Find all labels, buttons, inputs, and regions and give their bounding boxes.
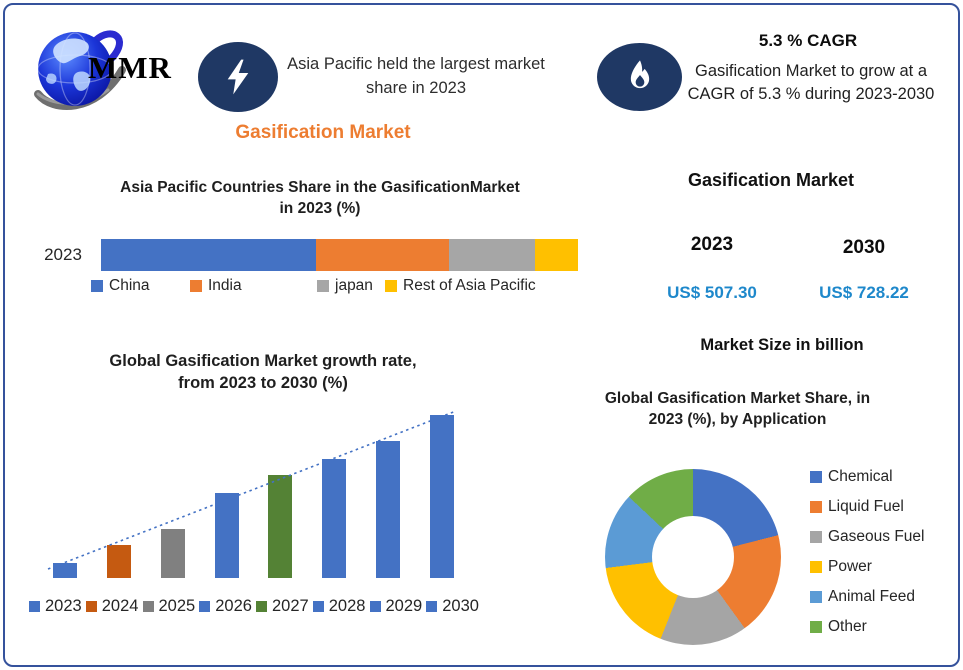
country-share-legend: China India japan Rest of Asia Pacific xyxy=(91,277,591,295)
growth-chart-plot xyxy=(40,408,470,578)
legend-swatch xyxy=(29,601,40,612)
legend-label: Gaseous Fuel xyxy=(828,528,925,545)
growth-bar-2025 xyxy=(160,529,185,578)
stacked-segment-japan xyxy=(449,239,536,271)
legend-swatch xyxy=(85,601,97,612)
growth-bar-2030 xyxy=(430,415,455,578)
lightning-icon xyxy=(227,59,249,95)
legend-label: Power xyxy=(828,558,872,575)
donut-hole xyxy=(652,516,734,598)
flame-icon xyxy=(630,60,649,89)
growth-bar-2028 xyxy=(322,459,347,578)
legend-swatch xyxy=(91,280,103,292)
market-size-caption: Market Size in billion xyxy=(700,336,864,354)
legend-item-2026: 2026 xyxy=(199,597,252,616)
legend-item-2028: 2028 xyxy=(312,597,366,616)
legend-label: 2023 xyxy=(45,597,82,615)
legend-swatch xyxy=(810,591,822,603)
legend-label: Chemical xyxy=(828,468,893,485)
legend-label: Animal Feed xyxy=(828,588,916,605)
growth-bar-2026 xyxy=(214,493,239,578)
legend-swatch xyxy=(199,601,211,612)
legend-item-liquid-fuel: Liquid Fuel xyxy=(810,496,925,518)
legend-label: 2024 xyxy=(101,597,139,615)
logo-wordmark: MMR xyxy=(88,50,172,85)
legend-label: 2028 xyxy=(328,597,366,615)
legend-label: 2030 xyxy=(442,597,479,615)
legend-label: 2026 xyxy=(215,597,252,615)
country-share-axis-label: 2023 xyxy=(44,245,82,264)
legend-item-chemical: Chemical xyxy=(810,466,925,488)
country-share-stacked-bar xyxy=(101,239,579,271)
legend-swatch xyxy=(317,280,329,292)
market-value-2023: US$ 507.30 xyxy=(667,283,757,302)
stacked-segment-rest-of-asia-pacific xyxy=(535,239,579,271)
flame-badge xyxy=(597,43,682,111)
legend-swatch xyxy=(312,601,324,612)
legend-label: Rest of Asia Pacific xyxy=(403,277,536,294)
legend-label: India xyxy=(208,277,242,294)
country-share-title: Asia Pacific Countries Share in the Gasi… xyxy=(120,179,520,217)
legend-item-2030: 2030 xyxy=(426,597,479,616)
legend-label: japan xyxy=(335,277,373,294)
trend-line xyxy=(47,410,457,570)
legend-label: 2025 xyxy=(158,597,196,615)
legend-label: Other xyxy=(828,618,867,635)
growth-bar-2029 xyxy=(376,441,401,578)
legend-item-2027: 2027 xyxy=(256,597,309,616)
legend-item-india: India xyxy=(190,277,242,295)
legend-swatch xyxy=(256,601,267,612)
application-donut xyxy=(605,469,781,645)
report-title: Gasification Market xyxy=(235,122,411,143)
legend-item-other: Other xyxy=(810,616,925,638)
legend-item-2029: 2029 xyxy=(369,597,423,616)
legend-swatch xyxy=(810,561,822,573)
growth-chart-legend: 2023 2024 2025 2026 2027 2028 2029 2030 xyxy=(29,597,479,616)
legend-item-power: Power xyxy=(810,556,925,578)
legend-label: Liquid Fuel xyxy=(828,498,904,515)
market-year-2030: 2030 xyxy=(842,237,886,258)
legend-swatch xyxy=(810,471,822,483)
application-donut-legend: Chemical Liquid Fuel Gaseous Fuel Power Anim… xyxy=(810,466,925,638)
legend-swatch xyxy=(190,280,202,292)
application-donut-title: Global Gasification Market Share, in 202… xyxy=(604,390,871,428)
legend-swatch xyxy=(426,601,438,612)
market-value-2030: US$ 728.22 xyxy=(819,283,909,302)
legend-swatch xyxy=(810,531,822,543)
legend-item-gaseous-fuel: Gaseous Fuel xyxy=(810,526,925,548)
mmr-logo xyxy=(30,24,220,119)
globe-icon xyxy=(34,30,126,110)
legend-swatch xyxy=(369,601,381,612)
market-year-2023: 2023 xyxy=(690,234,734,255)
stacked-segment-china xyxy=(101,239,316,271)
stacked-segment-india xyxy=(315,239,450,271)
legend-item-japan: japan xyxy=(317,277,373,295)
market-panel-title: Gasification Market xyxy=(687,170,855,190)
growth-bar-2023 xyxy=(53,563,77,578)
legend-swatch xyxy=(142,601,154,612)
legend-item-animal-feed: Animal Feed xyxy=(810,586,925,608)
cagr-headline: 5.3 % CAGR xyxy=(758,31,858,50)
legend-item-china: China xyxy=(91,277,150,295)
headline-asia-pacific: Asia Pacific held the largest market sha… xyxy=(287,55,545,97)
legend-item-rest-of-asia-pacific: Rest of Asia Pacific xyxy=(385,277,536,295)
legend-swatch xyxy=(385,280,397,292)
legend-item-2023: 2023 xyxy=(29,597,82,616)
legend-label: 2027 xyxy=(272,597,309,615)
legend-swatch xyxy=(810,621,822,633)
growth-chart-title: Global Gasification Market growth rate, … xyxy=(109,352,417,393)
growth-bar-2027 xyxy=(268,475,293,578)
legend-label: China xyxy=(109,277,150,294)
growth-bar-2024 xyxy=(106,545,131,578)
cagr-description: Gasification Market to grow at a CAGR of… xyxy=(687,62,935,104)
legend-label: 2029 xyxy=(385,597,423,615)
legend-item-2025: 2025 xyxy=(142,597,196,616)
legend-swatch xyxy=(810,501,822,513)
legend-item-2024: 2024 xyxy=(85,597,139,616)
lightning-badge xyxy=(198,42,278,112)
